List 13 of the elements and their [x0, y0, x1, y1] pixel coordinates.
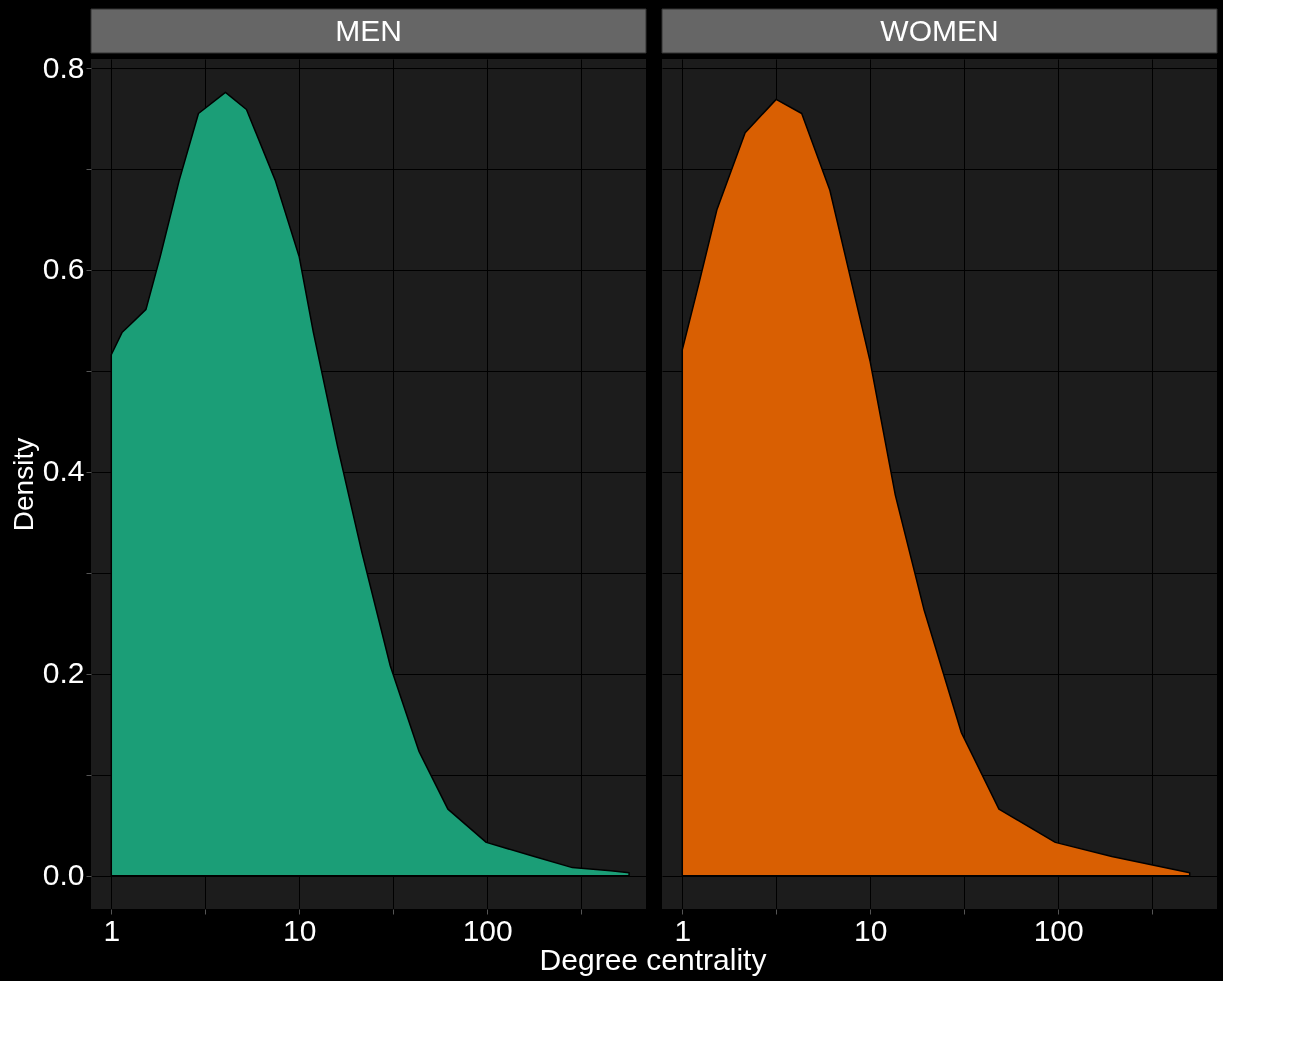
y-tick-label: 0.6 [42, 252, 85, 286]
chart-title: WOMEN [880, 14, 999, 47]
y-tick-label: 0.2 [42, 656, 85, 690]
y-tick-label: 0.4 [42, 454, 85, 488]
x-tick-label: 10 [854, 913, 888, 947]
x-tick-label: 100 [1033, 913, 1084, 947]
y-tick-label: 0.8 [42, 50, 85, 84]
y-tick-label: 0.0 [42, 858, 85, 892]
y-axis-title: Density [7, 437, 39, 532]
chart-title: MEN [335, 14, 402, 47]
x-tick-label: 10 [283, 913, 317, 947]
x-tick-label: 1 [103, 913, 121, 947]
x-tick-label: 100 [462, 913, 513, 947]
